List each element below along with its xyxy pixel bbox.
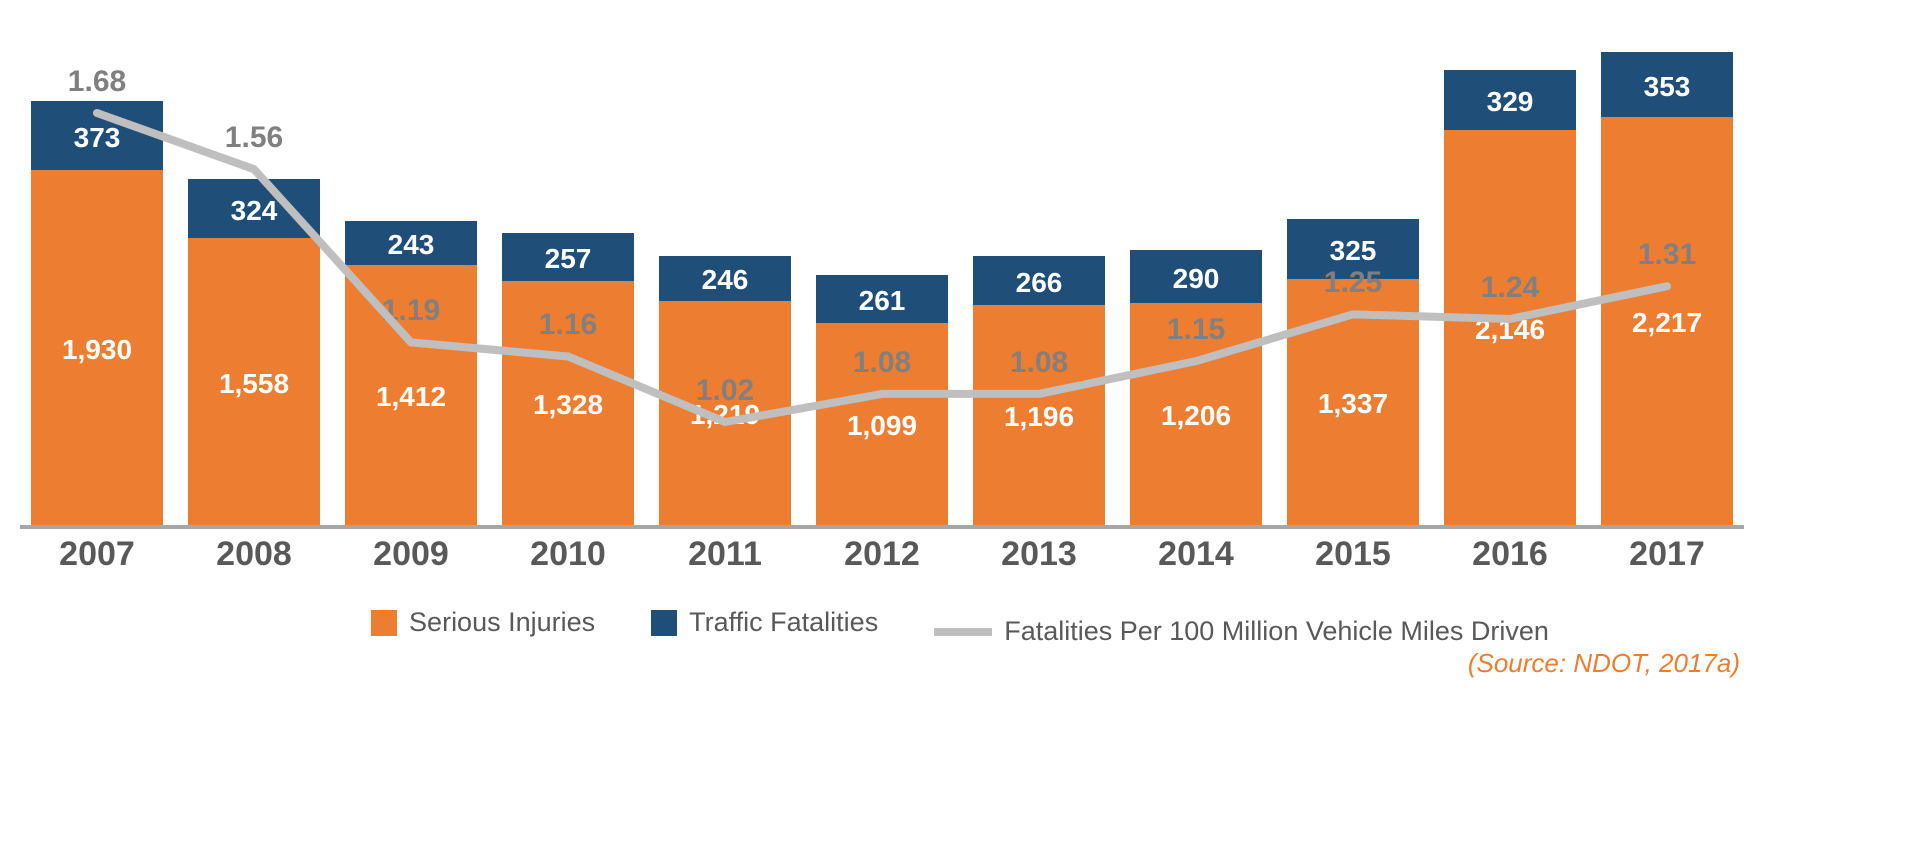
x-axis-category: 2009 [345,535,477,574]
legend-label: Fatalities Per 100 Million Vehicle Miles… [1004,616,1549,647]
legend-item-traffic-fatalities: Traffic Fatalities [651,607,878,638]
legend-label: Serious Injuries [409,607,595,638]
legend-swatch [371,610,397,636]
x-axis-category: 2007 [31,535,163,574]
fatality-rate-path [97,113,1667,422]
legend: Serious Injuries Traffic Fatalities Fatali… [0,607,1920,647]
legend-item-fatality-rate: Fatalities Per 100 Million Vehicle Miles… [934,616,1549,647]
traffic-safety-chart: 1,9303731,5583241,4122431,3282571,219246… [0,0,1920,845]
x-axis-category: 2016 [1444,535,1576,574]
x-axis-category: 2014 [1130,535,1262,574]
x-axis-baseline [20,525,1744,529]
x-axis-category: 2011 [659,535,791,574]
x-axis-category: 2010 [502,535,634,574]
x-axis-category: 2012 [816,535,948,574]
legend-item-serious-injuries: Serious Injuries [371,607,595,638]
x-axis-category: 2015 [1287,535,1419,574]
x-axis-category: 2008 [188,535,320,574]
legend-swatch [651,610,677,636]
legend-swatch [934,628,992,636]
x-axis-labels: 2007 2008 2009 2010 2011 2012 2013 2014 2015 2016… [20,535,1744,585]
x-axis-category: 2017 [1601,535,1733,574]
x-axis-category: 2013 [973,535,1105,574]
fatality-rate-line [20,10,1744,525]
legend-label: Traffic Fatalities [689,607,878,638]
source-citation: (Source: NDOT, 2017a) [1468,648,1740,679]
